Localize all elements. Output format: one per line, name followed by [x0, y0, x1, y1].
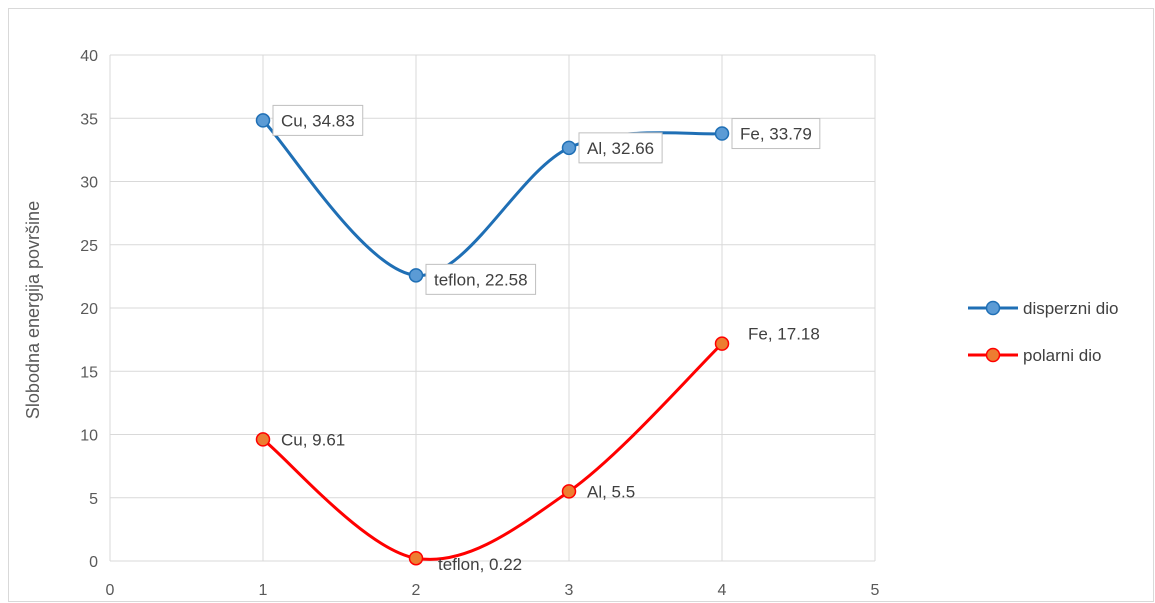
data-label: Fe, 33.79 — [740, 125, 812, 144]
data-label-box — [731, 118, 821, 150]
y-tick-label: 5 — [89, 491, 98, 508]
legend-label: polarni dio — [1023, 346, 1101, 365]
label-layer: Cu, 34.83 teflon, 22.58 Al, 32.66 Fe, 33.79… — [272, 104, 821, 574]
data-point — [561, 484, 577, 499]
x-tick-label: 0 — [106, 582, 115, 599]
data-point — [714, 336, 730, 351]
data-point — [561, 140, 577, 156]
data-point — [255, 113, 271, 128]
x-tick-label: 3 — [565, 582, 574, 599]
data-label: Cu, 34.83 — [281, 111, 355, 130]
chart-frame — [8, 8, 1154, 602]
data-label-box — [578, 132, 663, 164]
data-point — [408, 550, 424, 566]
y-tick-label: 10 — [80, 428, 98, 445]
legend-label: disperzni dio — [1023, 299, 1118, 318]
data-label: Al, 5.5 — [587, 482, 635, 501]
x-tick-label: 1 — [259, 582, 268, 599]
series-line-1 — [262, 342, 724, 561]
legend: disperzni dio polarni dio — [968, 299, 1118, 365]
data-label-group: teflon, 0.22 — [438, 555, 522, 574]
y-tick-label: 20 — [80, 301, 98, 318]
data-label: teflon, 22.58 — [434, 270, 528, 289]
x-tick-label: 2 — [412, 582, 421, 599]
data-label: Al, 32.66 — [587, 139, 654, 158]
data-label-group: Fe, 33.79 — [731, 118, 821, 150]
x-tick-label: 5 — [871, 582, 880, 599]
y-tick-label: 25 — [80, 238, 98, 255]
data-label-group: teflon, 22.58 — [425, 263, 537, 295]
data-label-group: Al, 5.5 — [587, 482, 635, 501]
x-tick-label: 4 — [718, 582, 727, 599]
data-label: Cu, 9.61 — [281, 430, 345, 449]
data-label-box — [272, 104, 364, 136]
axis-layer: 0 5 10 15 20 25 30 35 40 0 1 2 3 4 5 — [80, 48, 879, 599]
data-label-group: Al, 32.66 — [578, 132, 663, 164]
legend-marker — [985, 347, 1001, 363]
y-tick-label: 0 — [89, 554, 98, 571]
data-label: Fe, 17.18 — [748, 325, 820, 344]
data-label-box — [425, 263, 537, 295]
data-point — [408, 268, 424, 283]
data-point — [255, 432, 271, 447]
y-tick-label: 35 — [80, 111, 98, 128]
data-label-group: Cu, 9.61 — [281, 430, 345, 449]
legend-marker — [985, 300, 1001, 316]
data-label: teflon, 0.22 — [438, 555, 522, 574]
legend-item: polarni dio — [968, 346, 1101, 365]
data-label-group: Fe, 17.18 — [748, 325, 820, 344]
y-tick-label: 30 — [80, 175, 98, 192]
y-tick-label: 40 — [80, 48, 98, 65]
y-axis-label: Slobodna energija površine — [23, 201, 43, 419]
y-tick-label: 15 — [80, 364, 98, 381]
data-label-group: Cu, 34.83 — [272, 104, 364, 136]
legend-item: disperzni dio — [968, 299, 1118, 318]
data-point — [714, 126, 730, 141]
